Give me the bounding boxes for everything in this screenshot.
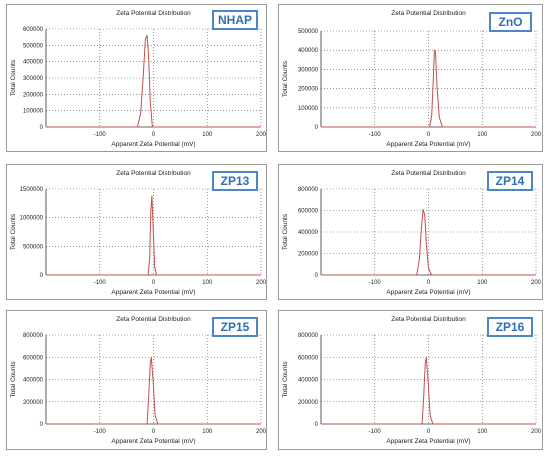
y-tick-label: 0	[40, 422, 44, 428]
y-tick-label: 600000	[23, 355, 44, 361]
chart-panel-zp14: Zeta Potential Distribution 0 200000 400000…	[278, 164, 543, 300]
sample-badge-zp15: ZP15	[212, 317, 258, 337]
y-tick-label: 500000	[23, 244, 44, 250]
x-axis-label: Apparent Zeta Potential (mV)	[111, 141, 195, 148]
zeta-distribution-curve	[321, 49, 536, 128]
y-tick-label: 300000	[298, 67, 319, 73]
sample-badge-zp13: ZP13	[212, 171, 258, 191]
y-tick-label: 600000	[23, 27, 44, 33]
x-axis-label: Apparent Zeta Potential (mV)	[111, 289, 195, 296]
chart-panel-zp16: Zeta Potential Distribution 0 200000 400000…	[278, 310, 543, 450]
x-tick-label: 100	[477, 280, 488, 286]
y-tick-label: 500000	[23, 43, 44, 49]
chart-panel-zp15: Zeta Potential Distribution 0 200000 400000…	[6, 310, 267, 450]
y-tick-label: 0	[315, 125, 319, 131]
x-tick-label: 0	[152, 429, 156, 435]
sample-badge-zp14: ZP14	[487, 171, 533, 191]
y-tick-label: 800000	[23, 333, 44, 339]
x-tick-label: 0	[152, 132, 156, 138]
chart-svg-nhap: Zeta Potential Distribution 0 100000 200000…	[10, 10, 267, 148]
chart-panel-zno: Zeta Potential Distribution 0 100000 200000…	[278, 4, 543, 152]
y-tick-label: 200000	[298, 400, 319, 406]
x-tick-label: -100	[94, 132, 107, 138]
y-tick-label: 600000	[298, 209, 319, 215]
y-tick-label: 500000	[298, 29, 319, 35]
x-tick-label: -100	[369, 280, 382, 286]
y-tick-label: 200000	[298, 252, 319, 258]
zeta-distribution-curve	[321, 356, 536, 425]
sample-badge-zno: ZnO	[489, 12, 532, 32]
x-tick-label: -100	[94, 429, 107, 435]
chart-svg-zp15: Zeta Potential Distribution 0 200000 400000…	[10, 316, 267, 445]
y-tick-label: 600000	[298, 355, 319, 361]
chart-title: Zeta Potential Distribution	[391, 316, 466, 323]
y-tick-label: 200000	[298, 87, 319, 93]
chart-svg-zp13: Zeta Potential Distribution 0 500000 100000…	[10, 170, 267, 296]
y-tick-label: 0	[40, 125, 44, 131]
x-tick-label: 200	[256, 429, 267, 435]
chart-svg-zp14: Zeta Potential Distribution 0 200000 400000…	[282, 170, 542, 296]
y-axis-label: Total Counts	[282, 361, 289, 398]
y-tick-label: 1000000	[20, 216, 44, 222]
x-tick-label: 0	[152, 280, 156, 286]
chart-panel-zp13: Zeta Potential Distribution 0 500000 100000…	[6, 164, 267, 300]
x-tick-label: -100	[369, 132, 382, 138]
chart-title: Zeta Potential Distribution	[116, 316, 191, 323]
x-tick-label: 200	[531, 132, 542, 138]
x-tick-label: 100	[477, 132, 488, 138]
y-tick-label: 400000	[298, 230, 319, 236]
y-tick-label: 1500000	[20, 187, 44, 193]
y-tick-label: 800000	[298, 333, 319, 339]
x-tick-label: -100	[369, 429, 382, 435]
x-tick-label: 0	[427, 280, 431, 286]
zeta-distribution-curve	[46, 35, 261, 128]
x-tick-label: 0	[427, 132, 431, 138]
y-tick-label: 200000	[23, 400, 44, 406]
chart-title: Zeta Potential Distribution	[116, 170, 191, 177]
y-axis-label: Total Counts	[10, 361, 17, 398]
x-tick-label: 200	[531, 280, 542, 286]
y-tick-label: 0	[40, 273, 44, 279]
y-tick-label: 100000	[298, 106, 319, 112]
x-tick-label: 200	[256, 132, 267, 138]
x-tick-label: -100	[94, 280, 107, 286]
y-tick-label: 0	[315, 422, 319, 428]
x-axis-label: Apparent Zeta Potential (mV)	[386, 141, 470, 148]
y-tick-label: 400000	[298, 48, 319, 54]
x-tick-label: 200	[531, 429, 542, 435]
y-axis-label: Total Counts	[10, 213, 17, 250]
sample-badge-nhap: NHAP	[212, 10, 258, 30]
y-tick-label: 400000	[298, 378, 319, 384]
chart-title: Zeta Potential Distribution	[391, 170, 466, 177]
y-axis-label: Total Counts	[282, 60, 289, 97]
y-tick-label: 800000	[298, 187, 319, 193]
y-axis-label: Total Counts	[10, 59, 17, 96]
sample-badge-zp16: ZP16	[487, 317, 533, 337]
x-tick-label: 0	[427, 429, 431, 435]
chart-title: Zeta Potential Distribution	[391, 10, 466, 17]
y-tick-label: 100000	[23, 109, 44, 115]
x-tick-label: 200	[256, 280, 267, 286]
y-tick-label: 0	[315, 273, 319, 279]
x-tick-label: 100	[202, 280, 213, 286]
x-axis-label: Apparent Zeta Potential (mV)	[386, 289, 470, 296]
zeta-distribution-curve	[46, 356, 261, 425]
y-tick-label: 300000	[23, 76, 44, 82]
x-tick-label: 100	[477, 429, 488, 435]
chart-svg-zno: Zeta Potential Distribution 0 100000 200000…	[282, 10, 542, 148]
y-tick-label: 400000	[23, 60, 44, 66]
zeta-distribution-curve	[46, 195, 261, 276]
y-axis-label: Total Counts	[282, 213, 289, 250]
chart-svg-zp16: Zeta Potential Distribution 0 200000 400000…	[282, 316, 542, 445]
chart-panel-nhap: Zeta Potential Distribution 0 100000 200000…	[6, 4, 267, 152]
x-axis-label: Apparent Zeta Potential (mV)	[386, 438, 470, 445]
x-tick-label: 100	[202, 132, 213, 138]
y-tick-label: 200000	[23, 92, 44, 98]
y-tick-label: 400000	[23, 378, 44, 384]
x-tick-label: 100	[202, 429, 213, 435]
zeta-distribution-curve	[321, 208, 536, 276]
chart-title: Zeta Potential Distribution	[116, 10, 191, 17]
x-axis-label: Apparent Zeta Potential (mV)	[111, 438, 195, 445]
